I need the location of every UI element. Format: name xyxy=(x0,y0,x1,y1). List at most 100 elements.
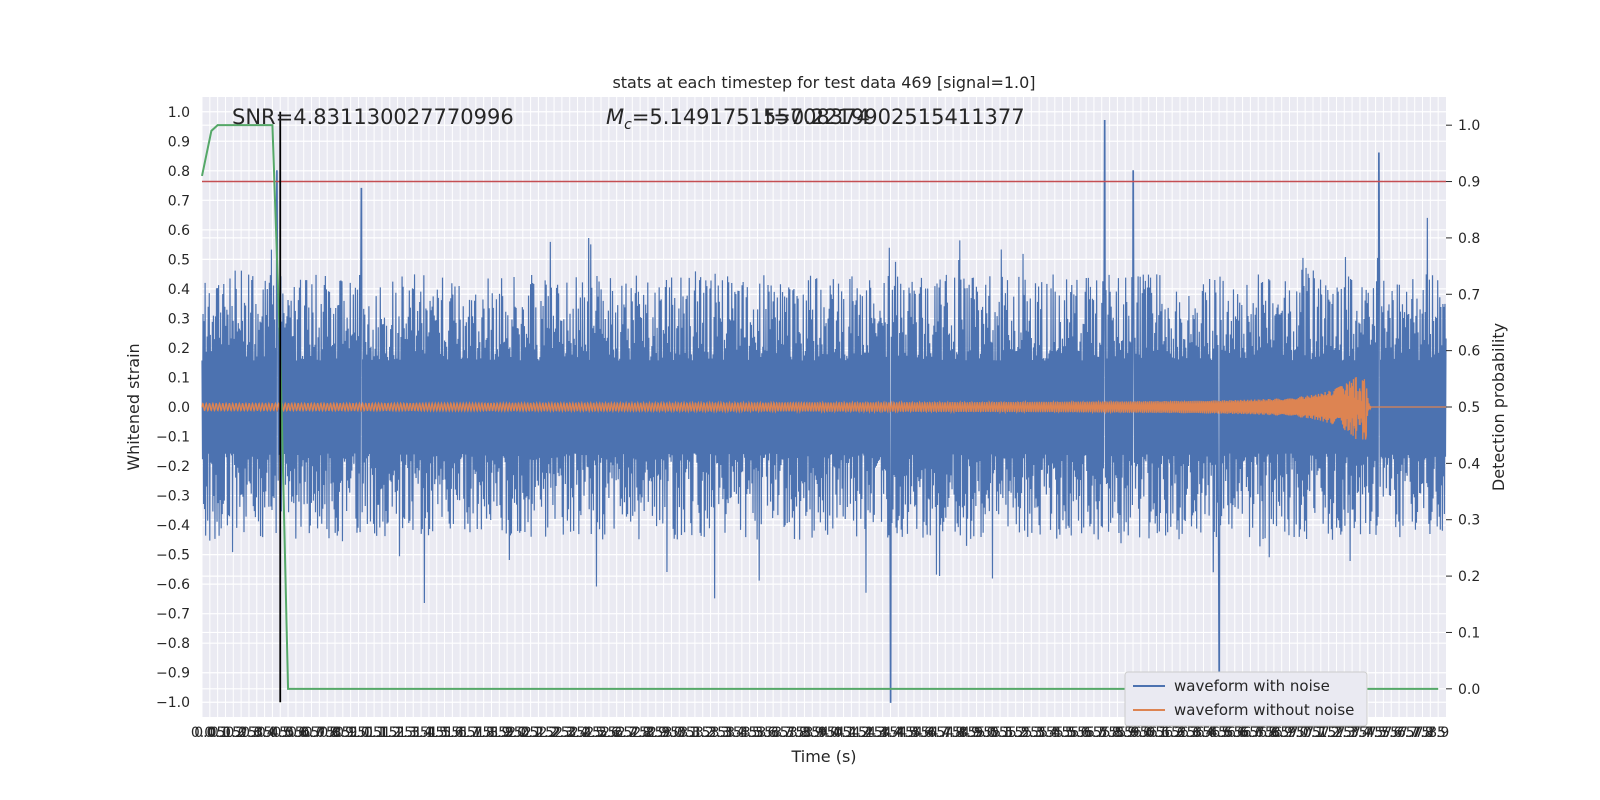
x-tick-label: 5.7 xyxy=(1083,725,1105,741)
y-right-tick-label: 0.7 xyxy=(1458,287,1480,303)
x-tick-label: 7.55 xyxy=(1368,725,1399,741)
x-tick-label: 4.1 xyxy=(832,725,854,741)
x-tick-label: 5.2 xyxy=(1005,725,1027,741)
x-tick-label: 4.75 xyxy=(930,725,961,741)
x-tick-label: 6.8 xyxy=(1255,725,1277,741)
x-tick-label: 1.3 xyxy=(394,725,416,741)
y-left-tick-label: 0.2 xyxy=(168,341,190,357)
x-tick-label: 2.6 xyxy=(598,725,620,741)
x-tick-label: 5.4 xyxy=(1036,725,1058,741)
y-left-tick-label: −1.0 xyxy=(156,695,190,711)
y-left-tick-label: 0.3 xyxy=(168,311,190,327)
x-tick-label: 1.45 xyxy=(413,725,444,741)
x-tick-label: 6.4 xyxy=(1192,725,1214,741)
x-tick-label: 1.9 xyxy=(488,725,510,741)
legend-label-clean: waveform without noise xyxy=(1174,701,1354,719)
x-tick-label: 1.7 xyxy=(457,725,479,741)
x-tick-label: 5.6 xyxy=(1067,725,1089,741)
x-tick-label: 6.35 xyxy=(1180,725,1211,741)
x-tick-label: 6.6 xyxy=(1224,725,1246,741)
x-tick-label: 0.45 xyxy=(257,725,288,741)
y-left-tick-label: −0.6 xyxy=(156,577,190,593)
y-left-tick-label: −0.3 xyxy=(156,489,190,505)
x-tick-label: 3.15 xyxy=(679,725,710,741)
x-tick-label: 2.85 xyxy=(632,725,663,741)
x-tick-label: 1.75 xyxy=(460,725,491,741)
x-tick-label: 4.0 xyxy=(817,725,839,741)
x-tick-label: 1.15 xyxy=(366,725,397,741)
x-tick-label: 6.05 xyxy=(1133,725,1164,741)
x-tick-label: 3.25 xyxy=(695,725,726,741)
snr-annotation: SNR=4.831130027770996 xyxy=(232,105,514,129)
x-tick-label: 4.8 xyxy=(942,725,964,741)
y-right-tick-label: 0.4 xyxy=(1458,456,1480,472)
x-tick-label: 5.95 xyxy=(1117,725,1148,741)
x-tick-label: 2.5 xyxy=(582,725,604,741)
x-tick-label: 3.35 xyxy=(711,725,742,741)
x-tick-label: 0.05 xyxy=(194,725,225,741)
y-right-tick-label: 0.8 xyxy=(1458,231,1480,247)
y-right-tick-label: 1.0 xyxy=(1458,118,1480,134)
x-tick-label: 3.4 xyxy=(723,725,745,741)
x-tick-label: 1.35 xyxy=(398,725,429,741)
x-axis-ticks: 0.00.050.10.150.20.250.30.350.40.450.50.… xyxy=(191,725,1449,741)
y-right-tick-label: 0.3 xyxy=(1458,513,1480,529)
y-right-tick-label: 0.6 xyxy=(1458,344,1480,360)
x-tick-label: 3.7 xyxy=(770,725,792,741)
x-tick-label: 0.4 xyxy=(253,725,275,741)
x-tick-label: 7.05 xyxy=(1290,725,1321,741)
x-tick-label: 7.5 xyxy=(1364,725,1386,741)
y-left-tick-label: 0.0 xyxy=(168,400,190,416)
x-tick-label: 1.8 xyxy=(473,725,495,741)
x-tick-label: 4.95 xyxy=(961,725,992,741)
x-tick-label: 5.05 xyxy=(977,725,1008,741)
x-tick-label: 6.7 xyxy=(1239,725,1261,741)
x-tick-label: 0.3 xyxy=(238,725,260,741)
left-y-axis-label: Whitened strain xyxy=(124,343,143,470)
x-tick-label: 7.1 xyxy=(1302,725,1324,741)
x-tick-label: 2.45 xyxy=(570,725,601,741)
y-right-tick-label: 0.9 xyxy=(1458,175,1480,191)
x-tick-label: 3.6 xyxy=(754,725,776,741)
y-right-tick-label: 0.1 xyxy=(1458,625,1480,641)
x-tick-label: 0.25 xyxy=(226,725,257,741)
x-tick-label: 4.9 xyxy=(958,725,980,741)
x-tick-label: 5.75 xyxy=(1086,725,1117,741)
x-tick-label: 5.65 xyxy=(1071,725,1102,741)
x-tick-label: 3.55 xyxy=(742,725,773,741)
x-tick-label: 1.4 xyxy=(410,725,432,741)
x-tick-label: 2.8 xyxy=(629,725,651,741)
series-waveform-with-noise xyxy=(201,120,1447,703)
x-tick-label: 3.9 xyxy=(801,725,823,741)
x-tick-label: 0.2 xyxy=(222,725,244,741)
x-tick-label: 6.95 xyxy=(1274,725,1305,741)
x-tick-label: 3.0 xyxy=(660,725,682,741)
y-left-tick-label: 0.7 xyxy=(168,193,190,209)
x-tick-label: 6.9 xyxy=(1271,725,1293,741)
y-left-tick-label: −0.1 xyxy=(156,430,190,446)
x-tick-label: 2.4 xyxy=(566,725,588,741)
x-tick-label: 5.45 xyxy=(1039,725,1070,741)
x-tick-label: 6.2 xyxy=(1161,725,1183,741)
x-tick-label: 4.6 xyxy=(911,725,933,741)
x-tick-label: 4.55 xyxy=(898,725,929,741)
x-tick-label: 7.4 xyxy=(1349,725,1371,741)
x-tick-label: 3.5 xyxy=(739,725,761,741)
x-tick-label: 0.85 xyxy=(319,725,350,741)
x-tick-label: 2.2 xyxy=(535,725,557,741)
x-tick-label: 2.95 xyxy=(648,725,679,741)
x-tick-label: 7.45 xyxy=(1352,725,1383,741)
x-tick-label: 4.5 xyxy=(895,725,917,741)
right-y-axis-ticks: 1.0 0.9 0.8 0.7 0.6 0.5 0.4 0.3 0.2 0.1 0.0 xyxy=(1446,118,1480,698)
legend: waveform with noise waveform without noi… xyxy=(1124,671,1368,727)
x-tick-label: 7.35 xyxy=(1337,725,1368,741)
x-tick-label: 2.65 xyxy=(601,725,632,741)
x-tick-label: 1.6 xyxy=(441,725,463,741)
x-tick-label: 3.3 xyxy=(707,725,729,741)
x-tick-label: 0.5 xyxy=(269,725,291,741)
x-tick-label: 0.75 xyxy=(304,725,335,741)
x-tick-label: 5.1 xyxy=(989,725,1011,741)
x-tick-label: 2.1 xyxy=(519,725,541,741)
x-tick-label: 4.15 xyxy=(836,725,867,741)
